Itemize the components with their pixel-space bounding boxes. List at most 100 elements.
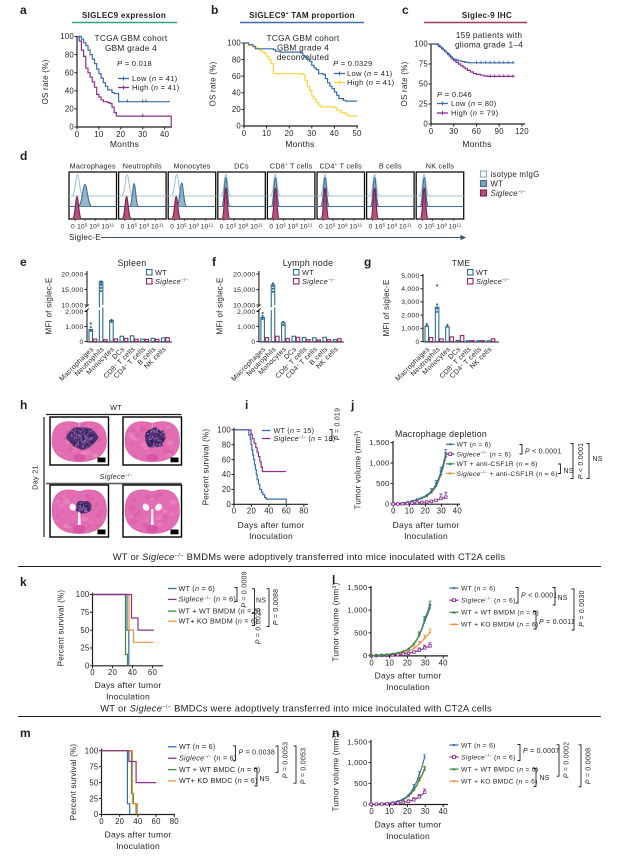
svg-text:40: 40 [222,470,232,479]
svg-text:P < 0.0001: P < 0.0001 [521,593,558,600]
svg-text:60: 60 [232,72,242,81]
svg-text:Percent survival (%): Percent survival (%) [202,429,211,506]
svg-text:25: 25 [80,644,90,653]
svg-text:Siglece−/−​ + anti-CSF1R (n =: Siglece−/−​ + anti-CSF1R (n = 6) [457,470,558,478]
svg-text:40: 40 [133,817,143,826]
svg-text:10,000: 10,000 [61,302,83,309]
svg-text:Neutrophils: Neutrophils [123,162,162,171]
svg-text:20,000: 20,000 [233,271,255,278]
svg-text:50: 50 [89,778,99,787]
svg-text:j: j [350,398,355,412]
svg-text:0: 0 [369,659,374,668]
svg-text:100: 100 [227,39,241,48]
svg-text:CD4+​ T cells: CD4+​ T cells [319,162,362,171]
svg-text:Siglece−/−​: Siglece−/−​ [476,277,509,286]
svg-text:Siglece−/−​: Siglece−/−​ [155,277,188,286]
svg-text:DCs: DCs [234,162,249,171]
svg-text:Months: Months [285,139,314,149]
svg-text:Days after tumor: Days after tumor [393,520,460,530]
svg-text:0: 0 [385,500,389,509]
svg-text:SIGLEC9+​ TAM proportion: SIGLEC9+​ TAM proportion [249,11,355,20]
svg-text:b: b [211,3,219,17]
svg-text:WT + KO BMDM (n = 6): WT + KO BMDM (n = 6) [461,622,538,629]
svg-text:40: 40 [232,89,242,98]
svg-text:40: 40 [453,507,463,516]
svg-text:WT + KO BMDC (n = 6): WT + KO BMDC (n = 6) [461,779,538,786]
svg-text:P < 0.0001: P < 0.0001 [578,443,585,480]
svg-text:40: 40 [160,130,170,139]
svg-text:1,500: 1,500 [347,583,367,592]
svg-text:1,000: 1,000 [347,758,367,767]
svg-text:NS: NS [260,776,270,783]
svg-text:Percent survival (%): Percent survival (%) [69,744,78,821]
svg-text:Siglece−/−​: Siglece−/−​ [100,472,133,481]
svg-text:20: 20 [285,129,295,138]
svg-text:Low (n = 41): Low (n = 41) [132,74,178,83]
svg-text:50: 50 [419,80,429,89]
svg-text:P = 0.0026: P = 0.0026 [256,608,263,645]
svg-text:100: 100 [217,426,231,435]
svg-text:1,500: 1,500 [347,737,367,746]
svg-text:90: 90 [495,127,505,136]
svg-text:WT: WT [155,268,167,277]
svg-text:WT + WT BMDM (n = 6): WT + WT BMDM (n = 6) [461,610,539,617]
svg-text:WT+ KO BMDM (n = 6): WT+ KO BMDM (n = 6) [179,617,258,626]
svg-text:80: 80 [232,55,242,64]
svg-text:Monocytes: Monocytes [173,162,210,171]
svg-text:40: 40 [439,807,449,816]
svg-text:l: l [332,573,336,587]
svg-text:NS: NS [564,468,574,475]
svg-text:NS: NS [558,595,568,602]
svg-text:P = 0.0008: P = 0.0008 [586,748,593,785]
svg-text:10: 10 [94,130,104,139]
svg-text:40: 40 [330,129,340,138]
svg-text:NS: NS [593,456,603,463]
svg-text:30: 30 [449,127,459,136]
svg-text:WT: WT [302,268,314,277]
svg-text:WT (n = 6): WT (n = 6) [179,584,216,593]
svg-text:WT + anti-CSF1R (n = 6): WT + anti-CSF1R (n = 6) [457,461,538,468]
svg-text:30: 30 [421,659,431,668]
svg-text:1,500: 1,500 [369,438,389,447]
svg-text:k: k [20,575,27,589]
svg-text:1,000: 1,000 [401,326,419,333]
svg-text:0: 0 [236,122,241,131]
svg-text:Siglece−/−​ (n = 6): Siglece−/−​ (n = 6) [461,596,516,604]
svg-text:20: 20 [116,130,126,139]
svg-text:60: 60 [222,455,232,464]
svg-text:P = 0.019: P = 0.019 [335,408,342,440]
svg-text:WT (n = 6): WT (n = 6) [457,442,492,449]
svg-text:Siglece−/−​: Siglece−/−​ [302,277,335,286]
svg-text:Lymph node: Lymph node [283,258,334,268]
svg-text:P = 0.0038: P = 0.0038 [239,750,276,757]
svg-text:0: 0 [363,800,367,809]
svg-text:Tumor volume (mm3​): Tumor volume (mm3​) [332,582,341,661]
svg-text:10: 10 [405,507,415,516]
svg-text:20: 20 [403,659,413,668]
svg-text:WT or Siglece−/−​ BMDMs were a: WT or Siglece−/−​ BMDMs were adoptively … [113,551,506,562]
svg-text:Siglec-9 IHC: Siglec-9 IHC [462,11,512,20]
svg-text:Siglec-E: Siglec-E [69,233,101,242]
svg-text:MFI of siglec-E: MFI of siglec-E [45,277,54,334]
svg-text:500: 500 [354,628,367,637]
svg-text:10: 10 [262,129,272,138]
svg-text:P = 0.0053: P = 0.0053 [301,748,308,785]
svg-text:m: m [20,726,31,740]
svg-text:g: g [364,255,372,269]
svg-text:100: 100 [60,32,74,41]
svg-text:25: 25 [89,794,99,803]
svg-text:OS rate (%): OS rate (%) [400,61,409,106]
svg-text:20: 20 [247,507,257,516]
svg-text:NS: NS [256,598,266,605]
svg-text:3,000: 3,000 [401,299,419,306]
svg-text:Days after tumor: Days after tumor [375,820,442,830]
svg-text:10: 10 [385,807,395,816]
svg-text:Days after tumor: Days after tumor [105,830,172,840]
svg-text:30: 30 [437,507,447,516]
svg-text:20: 20 [222,485,232,494]
svg-text:Inoculation: Inoculation [249,531,293,541]
svg-text:TCGA GBM cohort: TCGA GBM cohort [267,33,340,43]
svg-text:h: h [20,398,28,412]
svg-text:WT (n = 6): WT (n = 6) [461,742,496,749]
